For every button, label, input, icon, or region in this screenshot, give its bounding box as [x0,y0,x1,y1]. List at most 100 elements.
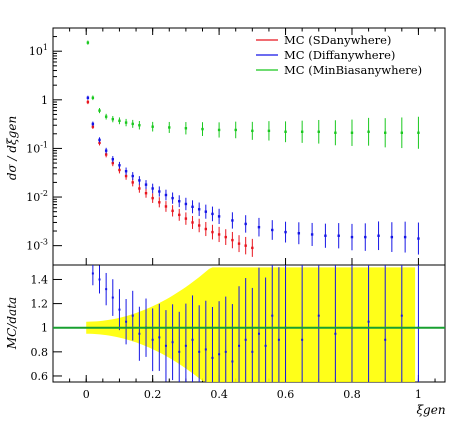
band-area [86,267,416,382]
series-point [168,126,171,129]
ratio-point [244,338,247,341]
series-point [104,149,108,152]
series-point [171,209,174,213]
series-point [191,221,194,224]
series-point [201,127,204,131]
series-point [403,235,407,239]
series-point [267,129,271,133]
series-point [257,225,261,229]
legend-entry: MC (SDanywhere) [284,33,391,47]
series-point [124,174,128,178]
series-point [111,161,114,165]
ratio-point [218,353,221,356]
series-point [204,227,208,231]
legend: MC (SDanywhere)MC (Diffanywhere)MC (MinB… [256,33,422,77]
series-point [98,109,101,112]
bottom-y-tick-label: 0.8 [31,346,49,359]
bottom-y-tick-label: 1 [41,322,48,335]
series-point [91,122,95,126]
ratio-point [211,356,214,359]
top-y-tick-label: 10-2 [26,189,48,204]
series-point [297,232,301,235]
legend-entry: MC (MinBiasanywhere) [284,63,422,77]
x-tick-label: 0 [83,388,90,401]
bottom-y-tick-label: 1.2 [31,298,49,311]
ratio-point [158,336,161,339]
series-point [138,124,141,127]
ratio-point [138,332,141,335]
series-point [417,237,420,240]
series-point [217,128,221,132]
ratio-point [131,314,134,317]
series-point [364,235,367,239]
series-point [158,201,161,204]
ratio-point [98,278,101,281]
ratio-point [171,341,174,344]
series-point [144,183,148,186]
ratio-point [238,344,241,347]
series-point [317,130,320,133]
series-point [118,164,121,167]
top-y-tick-label: 10-3 [26,238,48,253]
ratio-point [191,338,194,341]
series-point [237,242,241,245]
series-point [390,235,394,239]
series-point [184,127,188,130]
series-point [104,115,108,118]
series-point [86,100,90,104]
series-point [111,158,114,161]
top-y-tick-label: 1 [41,94,48,107]
series-point [244,244,247,247]
series-point [300,130,304,133]
series-point [178,213,181,217]
legend-entry: MC (Diffanywhere) [284,48,395,62]
series-point [244,222,247,226]
series-point [86,41,90,44]
x-tick-label: 0.6 [277,388,295,401]
series-point [131,122,134,126]
series-point [138,179,141,182]
x-tick-label: 0.4 [210,388,228,401]
bottom-y-tick-label: 0.6 [31,370,49,383]
series-point [111,117,114,121]
ratio-points [91,265,420,382]
series-point [124,121,128,124]
ratio-point [204,348,207,351]
ratio-point [91,272,94,275]
series-point [384,131,387,134]
x-tick-label: 0.2 [144,388,162,401]
series-point [118,119,121,123]
series-point [164,193,168,197]
series-point [217,233,221,236]
uncertainty-band [86,267,416,382]
series-point [231,219,234,222]
series-point [377,234,380,237]
series-point [197,208,201,211]
series-point [350,131,354,134]
ratio-point [400,314,403,317]
ratio-point [257,332,260,335]
series-point [118,168,121,172]
series-point [231,238,234,242]
series-point [151,125,154,128]
series-point [400,131,404,134]
series-point [151,187,154,190]
ratio-point [301,338,304,341]
series-point [251,129,254,133]
ratio-point [367,320,370,323]
series-point [337,234,340,237]
series-point [284,130,287,133]
series-point [350,235,354,239]
series-point [98,141,101,145]
ratio-point [317,314,320,317]
series-point [211,230,214,234]
ratio-point [118,308,121,311]
series-point [251,246,254,250]
series-point [86,96,90,99]
series-point [197,224,201,227]
series-point [104,153,108,156]
series-point [131,181,134,184]
ratio-point [231,360,234,363]
series-point [184,202,188,206]
